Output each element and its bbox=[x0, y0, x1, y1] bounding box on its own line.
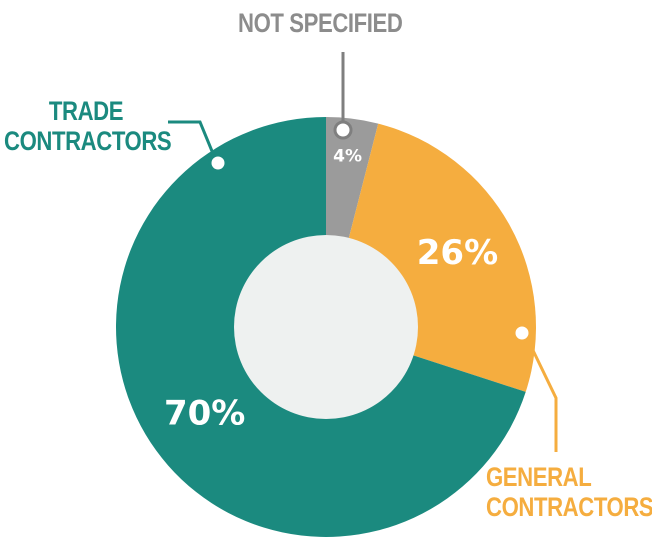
leader-line bbox=[168, 120, 216, 157]
leaders bbox=[168, 52, 558, 452]
leader-dot bbox=[208, 153, 228, 173]
category-label: GENERAL CONTRACTORS bbox=[486, 462, 652, 522]
leader-line bbox=[526, 339, 558, 452]
donut-hole bbox=[234, 235, 418, 419]
leader-dot bbox=[512, 323, 532, 343]
value-labels: 4% 26% 70% bbox=[164, 146, 498, 433]
value-label: 26% bbox=[417, 233, 498, 273]
value-label: 70% bbox=[164, 394, 245, 434]
value-label: 4% bbox=[333, 146, 362, 166]
leader-dot bbox=[333, 120, 353, 140]
category-label: NOT SPECIFIED bbox=[238, 8, 403, 38]
category-label: TRADE CONTRACTORS bbox=[4, 96, 172, 156]
